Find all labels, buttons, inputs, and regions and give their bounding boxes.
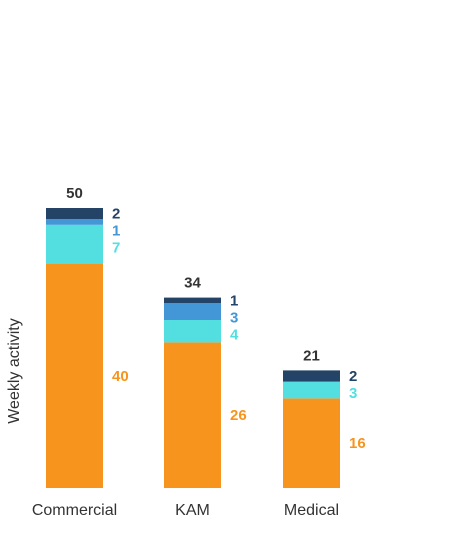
bar-segment-kam-0: [164, 342, 221, 488]
total-label-medical: 21: [303, 347, 320, 364]
segment-value-label: 7: [112, 240, 120, 257]
segment-value-label: 1: [112, 223, 120, 240]
segment-value-label: 3: [349, 385, 357, 402]
bar-segment-commercial-0: [46, 264, 103, 488]
segment-value-label: 4: [230, 326, 239, 343]
bar-segment-kam-2: [164, 303, 221, 320]
segment-value-label: 2: [349, 368, 357, 385]
segment-value-label: 40: [112, 368, 129, 385]
bar-segment-medical-1: [283, 381, 340, 399]
category-label-commercial: Commercial: [32, 502, 117, 519]
bar-segment-commercial-2: [46, 219, 103, 225]
category-label-medical: Medical: [284, 502, 339, 519]
total-label-kam: 34: [184, 275, 201, 292]
segment-value-label: 3: [230, 309, 238, 326]
bar-segment-medical-0: [283, 398, 340, 488]
bar-segment-kam-3: [164, 297, 221, 304]
y-axis-title: Weekly activity: [6, 318, 23, 424]
total-label-commercial: 50: [66, 185, 83, 202]
category-label-kam: KAM: [175, 502, 210, 519]
segment-value-label: 16: [349, 435, 366, 452]
segment-value-label: 2: [112, 206, 120, 223]
segment-value-label: 26: [230, 407, 247, 424]
bar-segment-kam-1: [164, 320, 221, 343]
bar-segment-medical-3: [283, 370, 340, 382]
bar-segment-commercial-3: [46, 208, 103, 220]
bar-segment-commercial-1: [46, 224, 103, 264]
segment-value-label: 1: [230, 292, 238, 309]
